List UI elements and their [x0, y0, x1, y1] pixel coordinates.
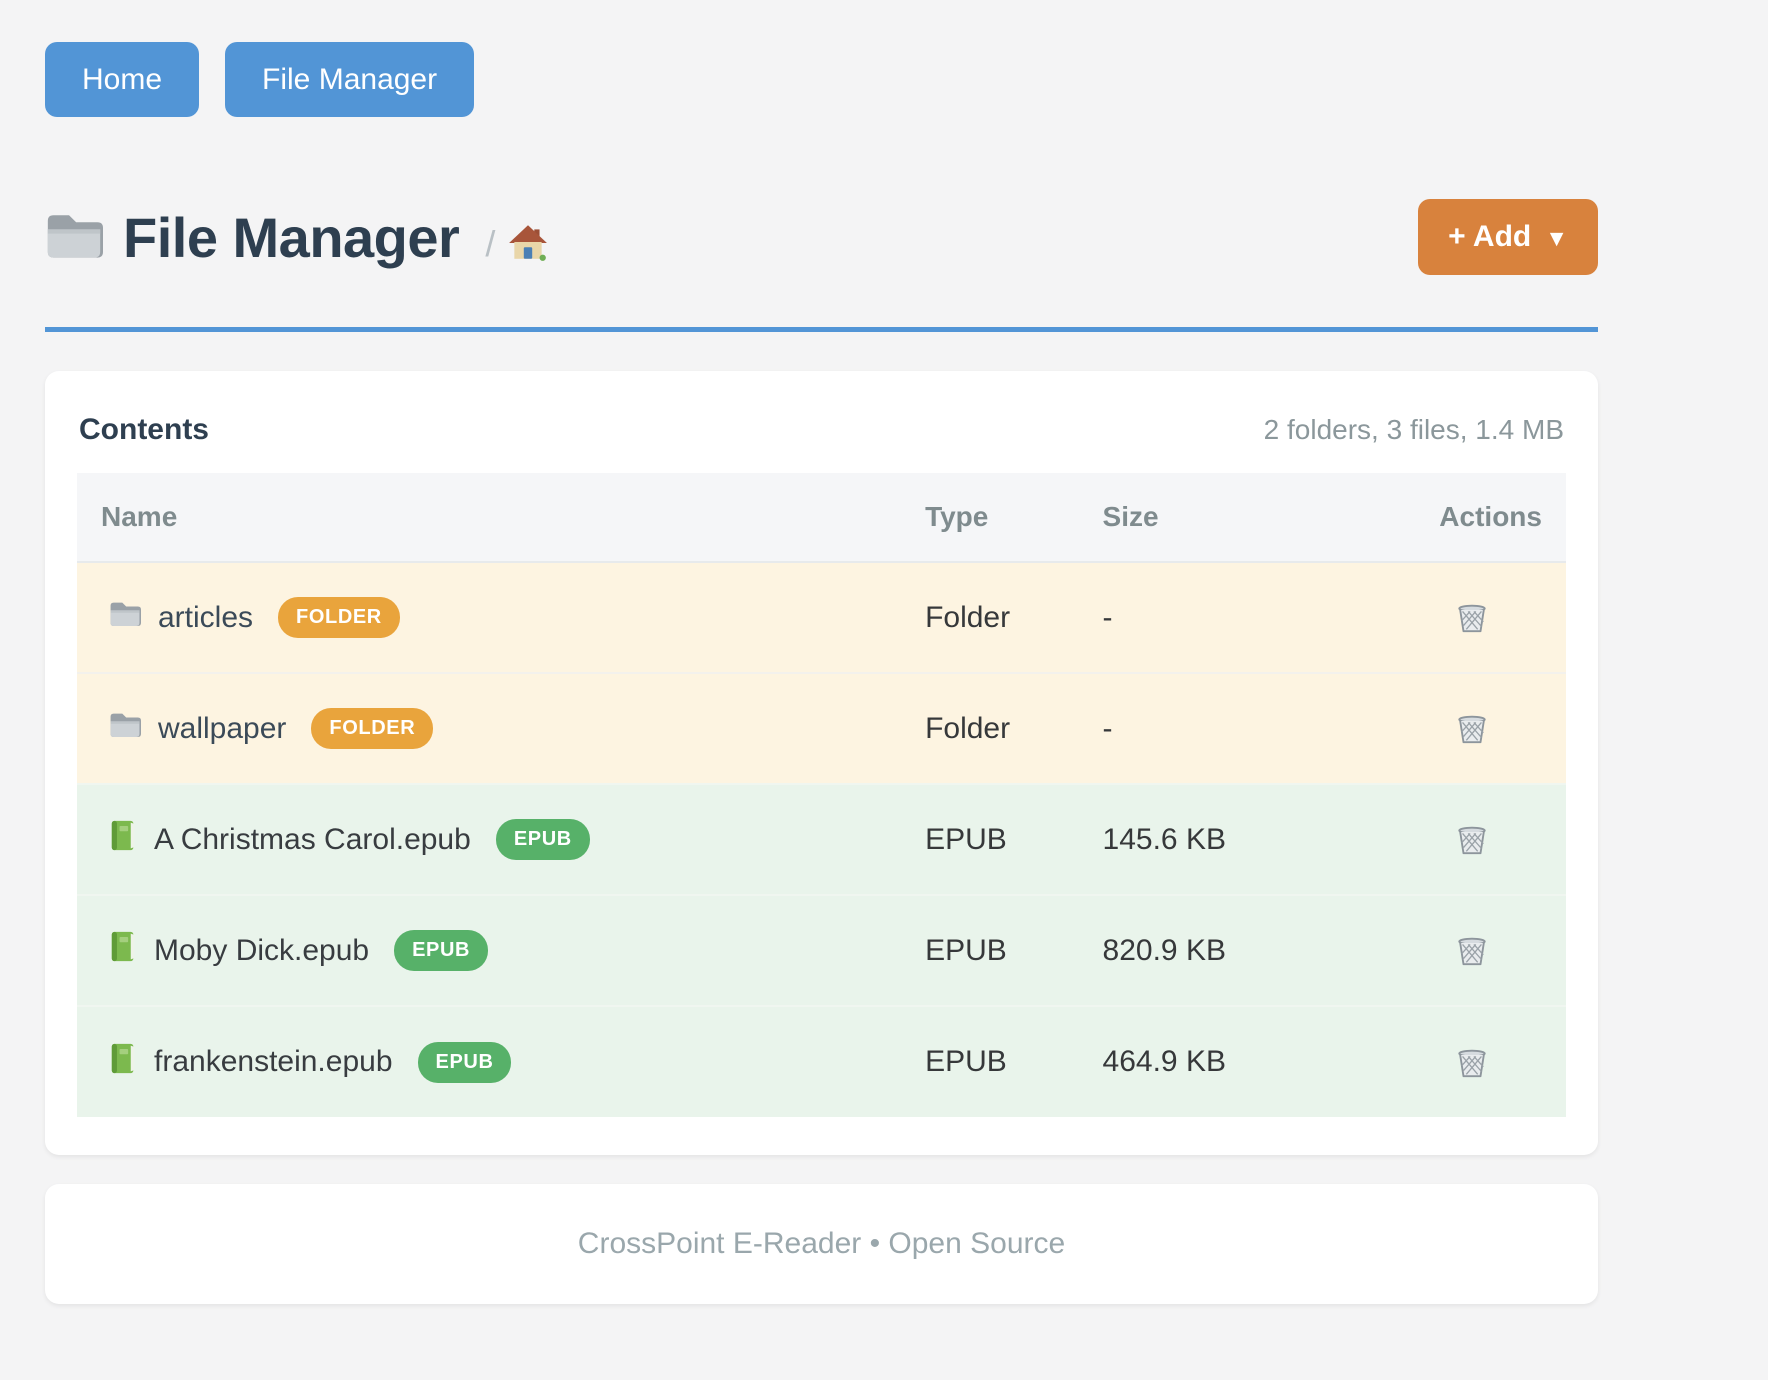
folder-icon — [109, 600, 141, 635]
column-header-name: Name — [77, 473, 902, 563]
folder-badge: FOLDER — [278, 597, 400, 638]
entry-size: 464.9 KB — [1078, 1005, 1416, 1117]
folder-icon — [109, 711, 141, 746]
table-row-wallpaper[interactable]: wallpaper FOLDER Folder - — [77, 672, 1566, 784]
page-title: File Manager — [123, 205, 460, 269]
delete-button[interactable] — [1439, 597, 1493, 638]
epub-badge: EPUB — [495, 819, 590, 860]
folder-badge: FOLDER — [311, 708, 434, 749]
table-row-a-christmas-carol[interactable]: A Christmas Carol.epub EPUB EPUB 145.6 K… — [77, 783, 1566, 895]
epub-badge: EPUB — [394, 930, 489, 971]
contents-summary: 2 folders, 3 files, 1.4 MB — [1263, 414, 1564, 445]
add-button[interactable]: + Add ▼ — [1418, 199, 1598, 275]
table-row-frankenstein[interactable]: frankenstein.epub EPUB EPUB 464.9 KB — [77, 1005, 1566, 1117]
delete-button[interactable] — [1439, 930, 1493, 971]
epub-badge: EPUB — [417, 1041, 512, 1083]
trash-icon — [1455, 712, 1489, 749]
entry-type: EPUB — [901, 1005, 1079, 1117]
title-divider — [45, 327, 1598, 332]
top-nav: Home File Manager — [45, 42, 1598, 117]
contents-title: Contents — [79, 413, 209, 446]
entry-name[interactable]: wallpaper — [158, 711, 287, 745]
breadcrumb-separator: / — [485, 223, 496, 264]
table-row-articles[interactable]: articles FOLDER Folder - — [77, 561, 1566, 673]
book-icon — [109, 931, 137, 970]
entry-size: 145.6 KB — [1078, 783, 1416, 895]
entry-size: - — [1078, 561, 1416, 673]
chevron-down-icon: ▼ — [1545, 225, 1568, 251]
breadcrumb: / — [485, 221, 549, 268]
trash-icon — [1455, 934, 1489, 971]
entry-type: Folder — [901, 672, 1079, 784]
column-header-actions: Actions — [1415, 473, 1566, 563]
column-header-type: Type — [901, 473, 1079, 563]
contents-card-header: Contents 2 folders, 3 files, 1.4 MB — [77, 405, 1566, 473]
table-row-moby-dick[interactable]: Moby Dick.epub EPUB EPUB 820.9 KB — [77, 894, 1566, 1006]
contents-card: Contents 2 folders, 3 files, 1.4 MB Name… — [45, 371, 1598, 1155]
delete-button[interactable] — [1439, 819, 1493, 860]
footer-text: CrossPoint E-Reader • Open Source — [577, 1227, 1066, 1260]
trash-icon — [1455, 1046, 1489, 1083]
entry-type: Folder — [901, 561, 1079, 673]
delete-button[interactable] — [1439, 708, 1493, 749]
entry-name[interactable]: frankenstein.epub — [154, 1045, 393, 1078]
contents-table: Name Type Size Actions articles FOLDER — [77, 473, 1566, 1117]
entry-name[interactable]: Moby Dick.epub — [154, 933, 370, 967]
home-breadcrumb-icon[interactable] — [507, 221, 549, 268]
entry-name[interactable]: articles — [158, 600, 254, 634]
add-button-label: + Add — [1448, 220, 1532, 253]
file-manager-button[interactable]: File Manager — [225, 42, 475, 117]
column-header-size: Size — [1078, 473, 1416, 563]
entry-type: EPUB — [901, 894, 1079, 1006]
table-header-row: Name Type Size Actions — [77, 473, 1566, 563]
book-icon — [109, 820, 137, 859]
trash-icon — [1455, 601, 1489, 638]
delete-button[interactable] — [1439, 1042, 1493, 1083]
entry-name[interactable]: A Christmas Carol.epub — [154, 822, 471, 856]
home-button[interactable]: Home — [45, 42, 200, 117]
book-icon — [109, 1043, 137, 1082]
entry-size: - — [1078, 672, 1416, 784]
footer: CrossPoint E-Reader • Open Source — [45, 1184, 1598, 1304]
entry-size: 820.9 KB — [1078, 894, 1416, 1006]
entry-type: EPUB — [901, 783, 1079, 895]
folder-title-icon — [45, 210, 103, 265]
page-header: File Manager / + Add ▼ — [45, 197, 1598, 277]
file-manager-page: Home File Manager File Manager / + Add ▼… — [45, 0, 1598, 1362]
trash-icon — [1455, 823, 1489, 860]
